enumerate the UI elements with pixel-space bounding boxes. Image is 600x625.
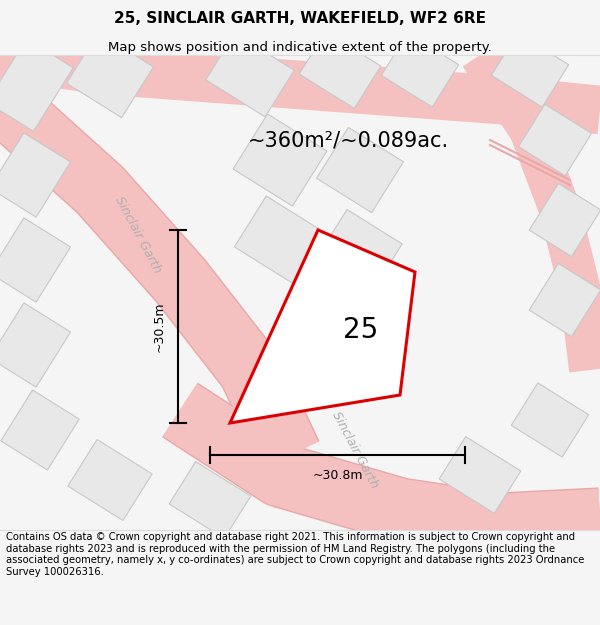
Polygon shape [206, 33, 294, 117]
Text: ~30.5m: ~30.5m [153, 301, 166, 352]
Polygon shape [0, 303, 71, 387]
Text: ~360m²/~0.089ac.: ~360m²/~0.089ac. [248, 130, 449, 150]
Polygon shape [518, 104, 592, 176]
Polygon shape [67, 32, 154, 118]
Polygon shape [382, 33, 458, 107]
Polygon shape [1, 390, 79, 470]
Polygon shape [317, 127, 403, 212]
Polygon shape [233, 114, 327, 206]
Text: 25: 25 [343, 316, 379, 344]
Text: Map shows position and indicative extent of the property.: Map shows position and indicative extent… [108, 41, 492, 54]
Polygon shape [318, 209, 402, 291]
Polygon shape [0, 39, 73, 131]
Polygon shape [529, 183, 600, 257]
Polygon shape [230, 230, 415, 423]
Text: Sinclair Garth: Sinclair Garth [329, 409, 380, 491]
Polygon shape [0, 218, 71, 302]
Polygon shape [491, 33, 569, 107]
Polygon shape [235, 196, 326, 284]
Text: Sinclair Garth: Sinclair Garth [112, 194, 164, 276]
Text: ~30.8m: ~30.8m [312, 469, 363, 482]
Polygon shape [68, 439, 152, 521]
Polygon shape [529, 263, 600, 337]
Polygon shape [511, 383, 589, 457]
Polygon shape [169, 462, 251, 538]
Polygon shape [299, 32, 381, 108]
Polygon shape [439, 437, 521, 513]
Polygon shape [0, 133, 71, 217]
Text: 25, SINCLAIR GARTH, WAKEFIELD, WF2 6RE: 25, SINCLAIR GARTH, WAKEFIELD, WF2 6RE [114, 11, 486, 26]
Text: Contains OS data © Crown copyright and database right 2021. This information is : Contains OS data © Crown copyright and d… [6, 532, 584, 577]
